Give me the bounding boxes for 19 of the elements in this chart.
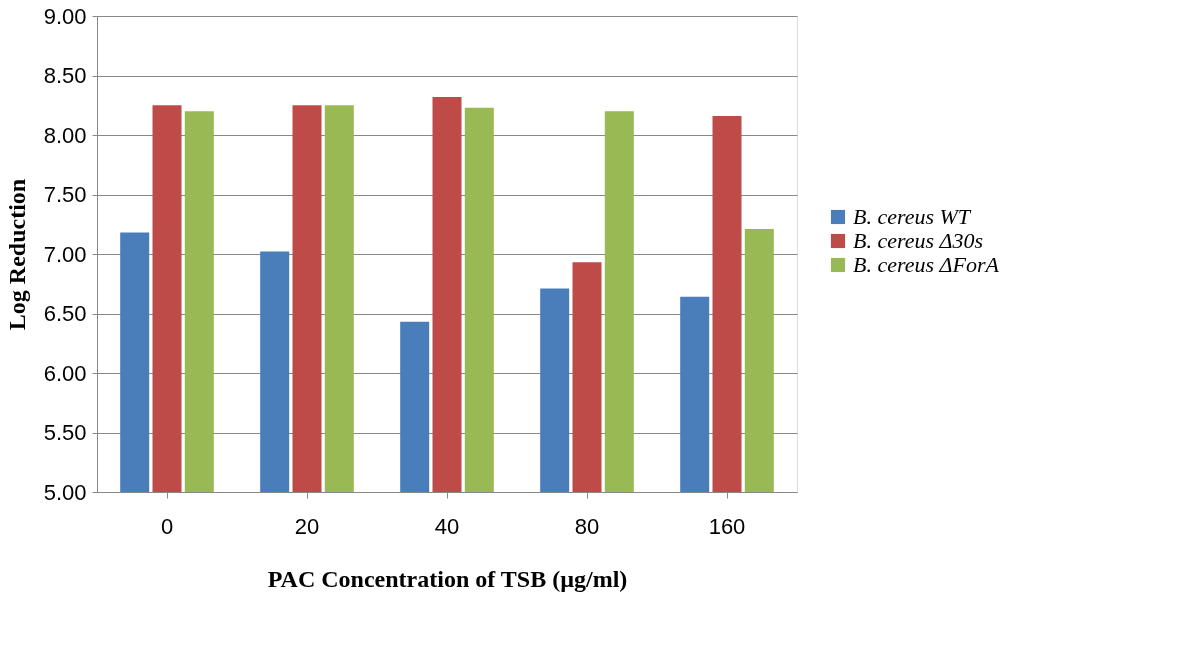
x-tick-label: 20 [294,513,320,539]
y-tick-label: 8.50 [43,63,87,88]
x-tick-label: 160 [708,513,746,539]
y-axis-title: Log Reduction [3,178,30,331]
y-tick-label: 7.00 [43,241,87,267]
y-tick-label: 5.00 [43,479,87,505]
x-axis-title: PAC Concentration of TSB (µg/ml) [267,565,628,592]
y-tick-label: 6.50 [43,301,87,326]
y-tick-label: 7.50 [43,182,87,207]
x-tick-label: 0 [160,513,174,539]
legend-label: B. cereus WT [853,204,972,229]
legend-label: B. cereus ΔForA [853,252,1000,277]
y-tick-label: 5.50 [43,420,87,445]
y-tick-label: 9.00 [43,3,87,29]
x-tick-label: 40 [434,513,460,539]
x-tick-label: 80 [574,513,600,539]
legend-label: B. cereus Δ30s [853,228,984,253]
y-tick-label: 8.00 [43,122,87,148]
y-tick-label: 6.00 [43,360,87,386]
